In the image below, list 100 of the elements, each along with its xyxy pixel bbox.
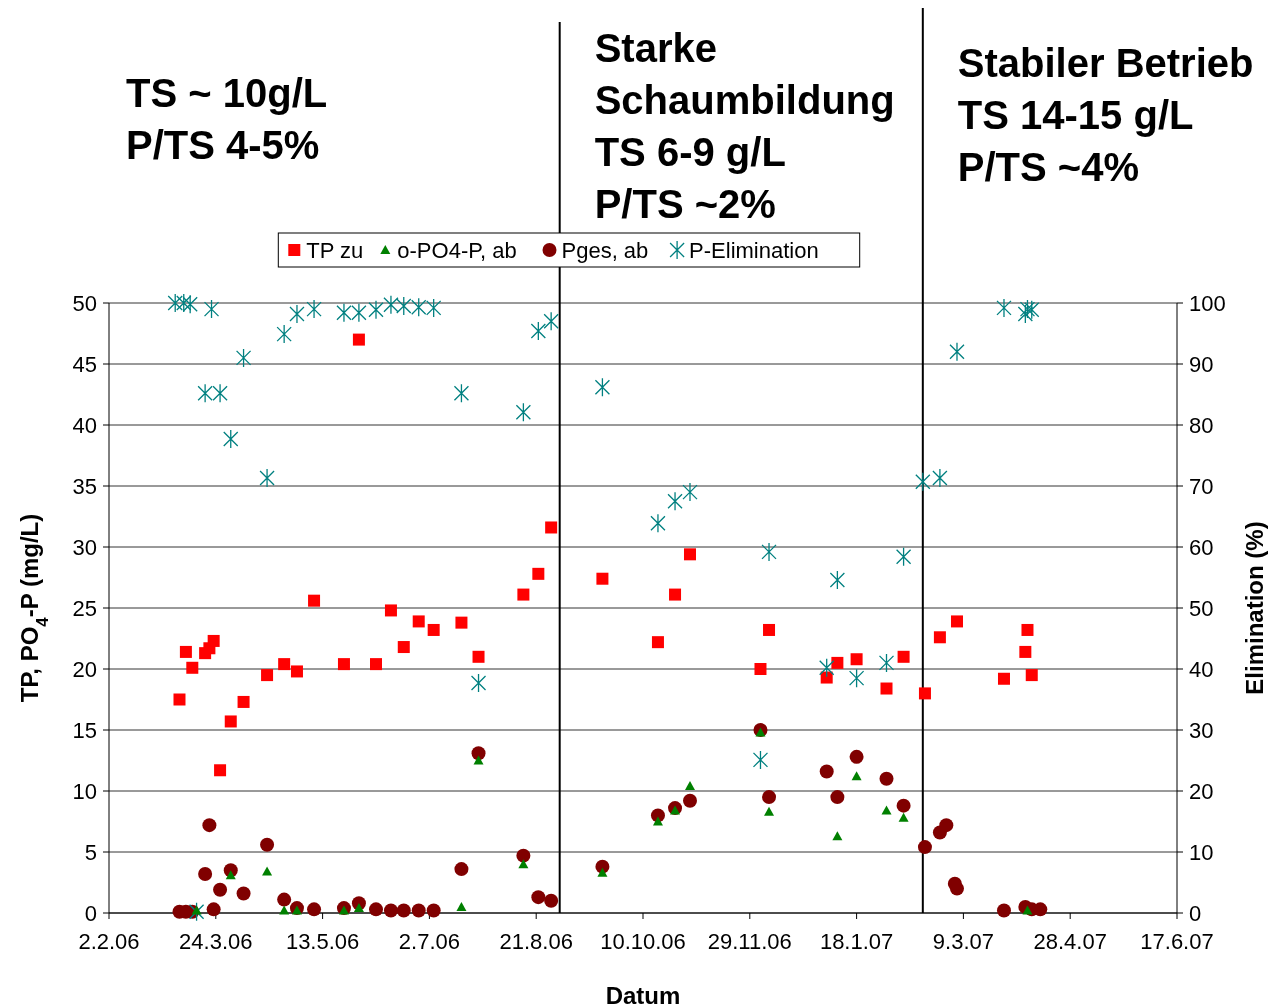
point [754, 663, 767, 675]
point [517, 588, 530, 601]
point [652, 816, 663, 826]
point [897, 650, 910, 663]
y-tick-label: 10 [72, 778, 97, 804]
y2-tick-label: 30 [1189, 717, 1214, 743]
point [384, 604, 397, 617]
point [762, 790, 777, 805]
y2-tick-label: 60 [1189, 534, 1214, 560]
point [832, 831, 843, 841]
point [186, 661, 199, 674]
point [1021, 623, 1034, 636]
legend-label: o-PO4-P, ab [397, 237, 517, 263]
point [761, 542, 777, 562]
point [1025, 669, 1038, 682]
point [670, 805, 681, 815]
point [206, 902, 221, 917]
legend-label: Pges, ab [561, 237, 649, 263]
point [879, 771, 894, 786]
point [532, 567, 545, 580]
point [819, 764, 834, 779]
point [179, 645, 192, 658]
point [396, 903, 411, 918]
point [411, 297, 427, 317]
point [1019, 645, 1032, 658]
point [188, 902, 205, 922]
point [1019, 299, 1036, 319]
point [470, 673, 487, 693]
point [544, 893, 559, 908]
y-tick-label: 40 [72, 412, 97, 438]
legend-label: TP zu [306, 237, 364, 263]
point [426, 298, 442, 318]
point [336, 303, 352, 323]
point [213, 882, 228, 897]
text: Starke Schaumbildung TS 6-9 g/L P/TS ~2% [594, 26, 895, 226]
point [235, 348, 252, 368]
point [276, 324, 292, 344]
point [397, 641, 410, 654]
point [682, 793, 697, 808]
point [306, 299, 322, 319]
point [290, 665, 303, 678]
point [308, 594, 321, 607]
y2-tick-label: 40 [1189, 656, 1214, 682]
y2-tick-label: 100 [1189, 290, 1226, 316]
point [307, 902, 322, 917]
point [831, 656, 844, 669]
point [203, 299, 220, 319]
y2-tick-label: 70 [1189, 473, 1214, 499]
point [515, 402, 532, 422]
x-tick-label: 29.11.06 [707, 929, 792, 954]
point [932, 468, 948, 488]
point [545, 521, 558, 534]
point [279, 905, 290, 915]
point [878, 653, 895, 673]
point [352, 333, 365, 346]
point [669, 588, 682, 601]
point [236, 886, 251, 901]
y2-tick-label: 80 [1189, 412, 1214, 438]
point [224, 715, 237, 728]
point [596, 572, 609, 585]
point [259, 468, 275, 488]
point [530, 321, 546, 341]
point [412, 615, 425, 628]
point [651, 636, 664, 649]
x-tick-label: 28.4.07 [1033, 929, 1107, 954]
point [949, 342, 965, 362]
point [262, 866, 273, 876]
point [369, 902, 383, 917]
point [260, 837, 275, 852]
point [197, 383, 213, 403]
point [764, 806, 775, 816]
y2-tick-label: 50 [1189, 595, 1214, 621]
point [1022, 905, 1033, 915]
point [261, 669, 274, 682]
point [212, 383, 228, 403]
text: TS ~ 10g/L P/TS 4-5% [126, 71, 328, 167]
x-tick-label: 10.10.06 [600, 929, 686, 954]
point [819, 658, 835, 678]
point [933, 631, 946, 644]
point [518, 859, 529, 869]
y-tick-label: 35 [72, 473, 97, 499]
point [1024, 300, 1040, 320]
point [454, 862, 469, 877]
point [830, 790, 845, 805]
x-tick-label: 17.6.07 [1140, 929, 1214, 954]
point [918, 687, 931, 700]
y-tick-label: 45 [72, 351, 97, 377]
point [543, 311, 559, 331]
text: Stabiler Betrieb TS 14-15 g/L P/TS ~4% [957, 41, 1254, 189]
point [996, 298, 1012, 318]
point [453, 383, 470, 403]
point [898, 812, 909, 822]
point [277, 892, 292, 907]
x-tick-label: 9.3.07 [932, 929, 994, 954]
point [338, 905, 349, 915]
x-tick-label: 18.1.07 [819, 929, 894, 954]
point [848, 668, 865, 688]
y-tick-label: 15 [72, 717, 97, 743]
point [763, 623, 776, 636]
x-tick-label: 21.8.06 [499, 929, 573, 954]
